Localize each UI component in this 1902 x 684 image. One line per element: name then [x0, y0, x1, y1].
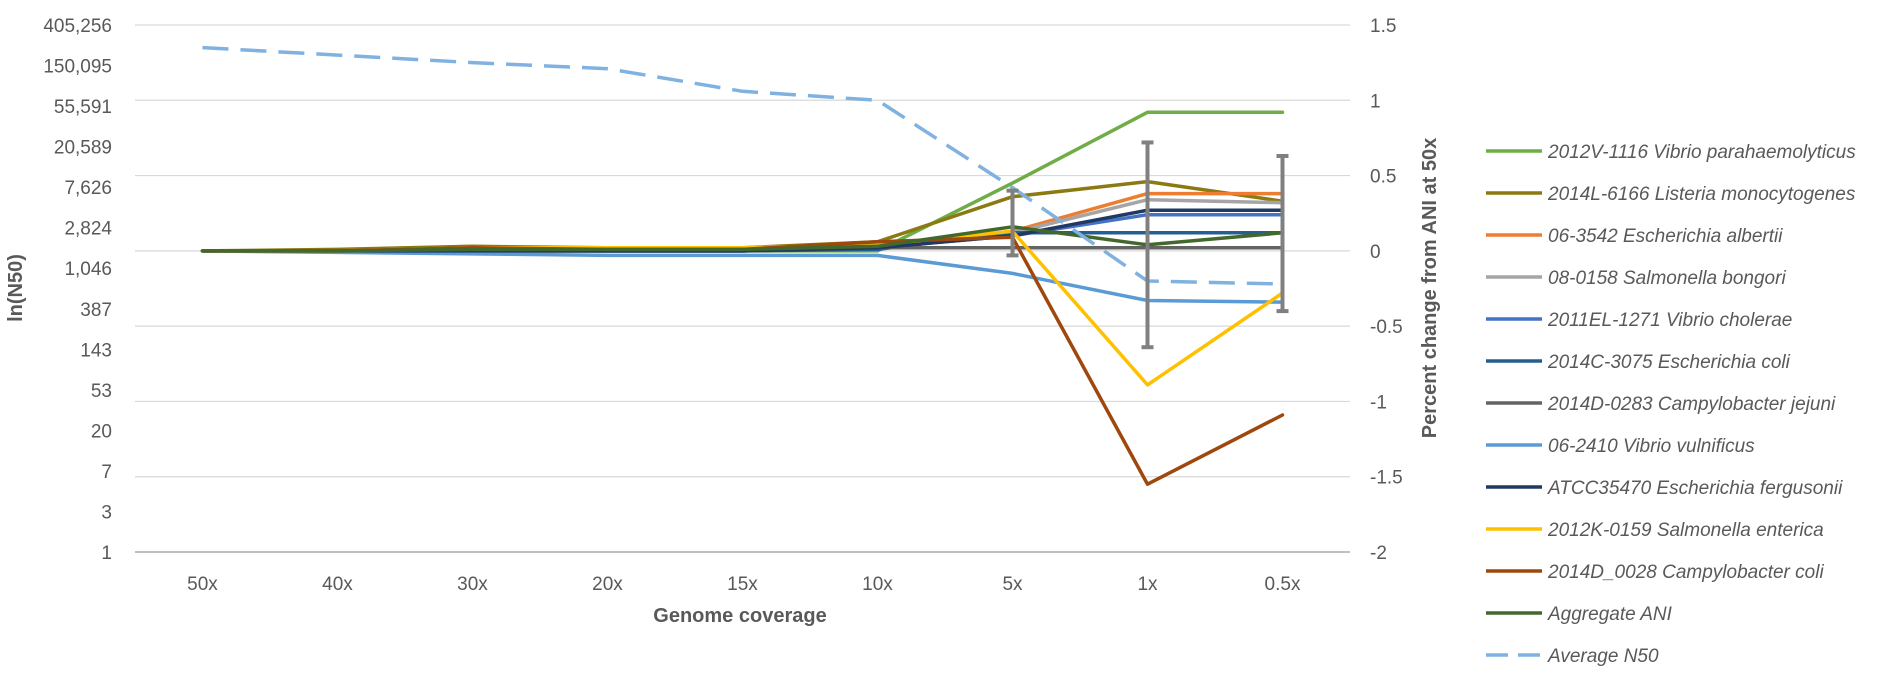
- legend-label: 06-3542 Escherichia albertii: [1548, 226, 1783, 247]
- left-tick-label: 20,589: [54, 138, 112, 159]
- legend-item: 2014D_0028 Campylobacter coli: [1486, 562, 1824, 583]
- series-line: [200, 208, 1285, 253]
- series-line: [200, 235, 1285, 486]
- left-tick-label: 7,626: [64, 178, 112, 199]
- legend-label: 2012V-1116 Vibrio parahaemolyticus: [1547, 142, 1856, 163]
- legend-item: 08-0158 Salmonella bongori: [1486, 268, 1786, 289]
- left-tick-label: 55,591: [54, 97, 112, 118]
- legend-item: 2014D-0283 Campylobacter jejuni: [1486, 394, 1836, 415]
- x-tick-label: 5x: [1002, 574, 1023, 595]
- right-tick-label: -2: [1370, 543, 1387, 564]
- left-tick-label: 143: [80, 340, 112, 361]
- x-tick-label: 50x: [187, 574, 218, 595]
- legend-item: Aggregate ANI: [1486, 604, 1673, 625]
- left-tick-label: 1: [101, 543, 112, 564]
- left-tick-label: 1,046: [64, 259, 112, 280]
- right-tick-label: 1: [1370, 91, 1381, 112]
- series-line: [200, 225, 1285, 253]
- x-tick-label: 40x: [322, 574, 353, 595]
- series-lines: [200, 45, 1285, 486]
- right-axis-tick-labels: 1.5 1 0.5 0 -0.5 -1 -1.5 -2: [1370, 16, 1403, 564]
- legend-label: 06-2410 Vibrio vulnificus: [1548, 436, 1755, 457]
- error-bar: [1276, 153, 1289, 314]
- error-bar: [1006, 188, 1019, 258]
- legend-label: 2014C-3075 Escherichia coli: [1547, 352, 1791, 373]
- y2-axis-title: Percent change from ANI at 50x: [1419, 138, 1441, 438]
- left-tick-label: 53: [91, 381, 112, 402]
- left-axis-tick-labels: 1 3 7 20 53 143 387 1,046 2,824 7,626 20,589 55,591…: [43, 16, 112, 564]
- right-tick-label: -1: [1370, 392, 1387, 413]
- legend-item: 2014L-6166 Listeria monocytogenes: [1486, 184, 1856, 205]
- x-tick-label: 30x: [457, 574, 488, 595]
- legend-label: ATCC35470 Escherichia fergusonii: [1547, 478, 1843, 499]
- series-line: [202, 45, 1283, 286]
- x-tick-label: 20x: [592, 574, 623, 595]
- legend-item: 2011EL-1271 Vibrio cholerae: [1486, 310, 1792, 331]
- x-tick-label: 0.5x: [1265, 574, 1301, 595]
- legend: 2012V-1116 Vibrio parahaemolyticus 2014L-…: [1486, 142, 1856, 667]
- legend-label: Average N50: [1547, 646, 1659, 667]
- legend-item: 06-2410 Vibrio vulnificus: [1486, 436, 1755, 457]
- left-tick-label: 20: [91, 421, 112, 442]
- legend-item: 2014C-3075 Escherichia coli: [1486, 352, 1791, 373]
- right-tick-label: 0: [1370, 242, 1381, 263]
- legend-label: 2014D_0028 Campylobacter coli: [1547, 562, 1824, 583]
- legend-label: Aggregate ANI: [1547, 604, 1673, 625]
- right-tick-label: 1.5: [1370, 16, 1396, 37]
- legend-label: 2014D-0283 Campylobacter jejuni: [1547, 394, 1836, 415]
- x-tick-label: 15x: [727, 574, 758, 595]
- left-tick-label: 405,256: [43, 16, 112, 37]
- left-tick-label: 2,824: [64, 219, 112, 240]
- legend-item: 2012K-0159 Salmonella enterica: [1486, 520, 1824, 541]
- legend-item: 06-3542 Escherichia albertii: [1486, 226, 1783, 247]
- x-axis-title: Genome coverage: [653, 605, 826, 627]
- x-axis-tick-labels: 50x 40x 30x 20x 15x 10x 5x 1x 0.5x: [187, 574, 1301, 595]
- legend-label: 2012K-0159 Salmonella enterica: [1547, 520, 1824, 541]
- right-tick-label: -0.5: [1370, 317, 1403, 338]
- x-tick-label: 1x: [1137, 574, 1158, 595]
- series-line: [200, 110, 1285, 253]
- legend-item: ATCC35470 Escherichia fergusonii: [1486, 478, 1843, 499]
- legend-item: 2012V-1116 Vibrio parahaemolyticus: [1486, 142, 1856, 163]
- left-tick-label: 387: [80, 300, 112, 321]
- legend-item: Average N50: [1486, 646, 1659, 667]
- series-line: [200, 197, 1285, 253]
- legend-label: 2011EL-1271 Vibrio cholerae: [1547, 310, 1792, 331]
- error-bar: [1141, 140, 1154, 350]
- series-line: [200, 249, 1285, 304]
- x-tick-label: 10x: [862, 574, 893, 595]
- right-tick-label: 0.5: [1370, 167, 1396, 188]
- error-bars: [1006, 140, 1289, 350]
- legend-label: 2014L-6166 Listeria monocytogenes: [1547, 184, 1856, 205]
- left-tick-label: 150,095: [43, 57, 112, 78]
- legend-label: 08-0158 Salmonella bongori: [1548, 268, 1786, 289]
- y-axis-title: ln(N50): [5, 254, 27, 322]
- right-tick-label: -1.5: [1370, 468, 1403, 489]
- left-tick-label: 3: [101, 502, 112, 523]
- left-tick-label: 7: [101, 462, 112, 483]
